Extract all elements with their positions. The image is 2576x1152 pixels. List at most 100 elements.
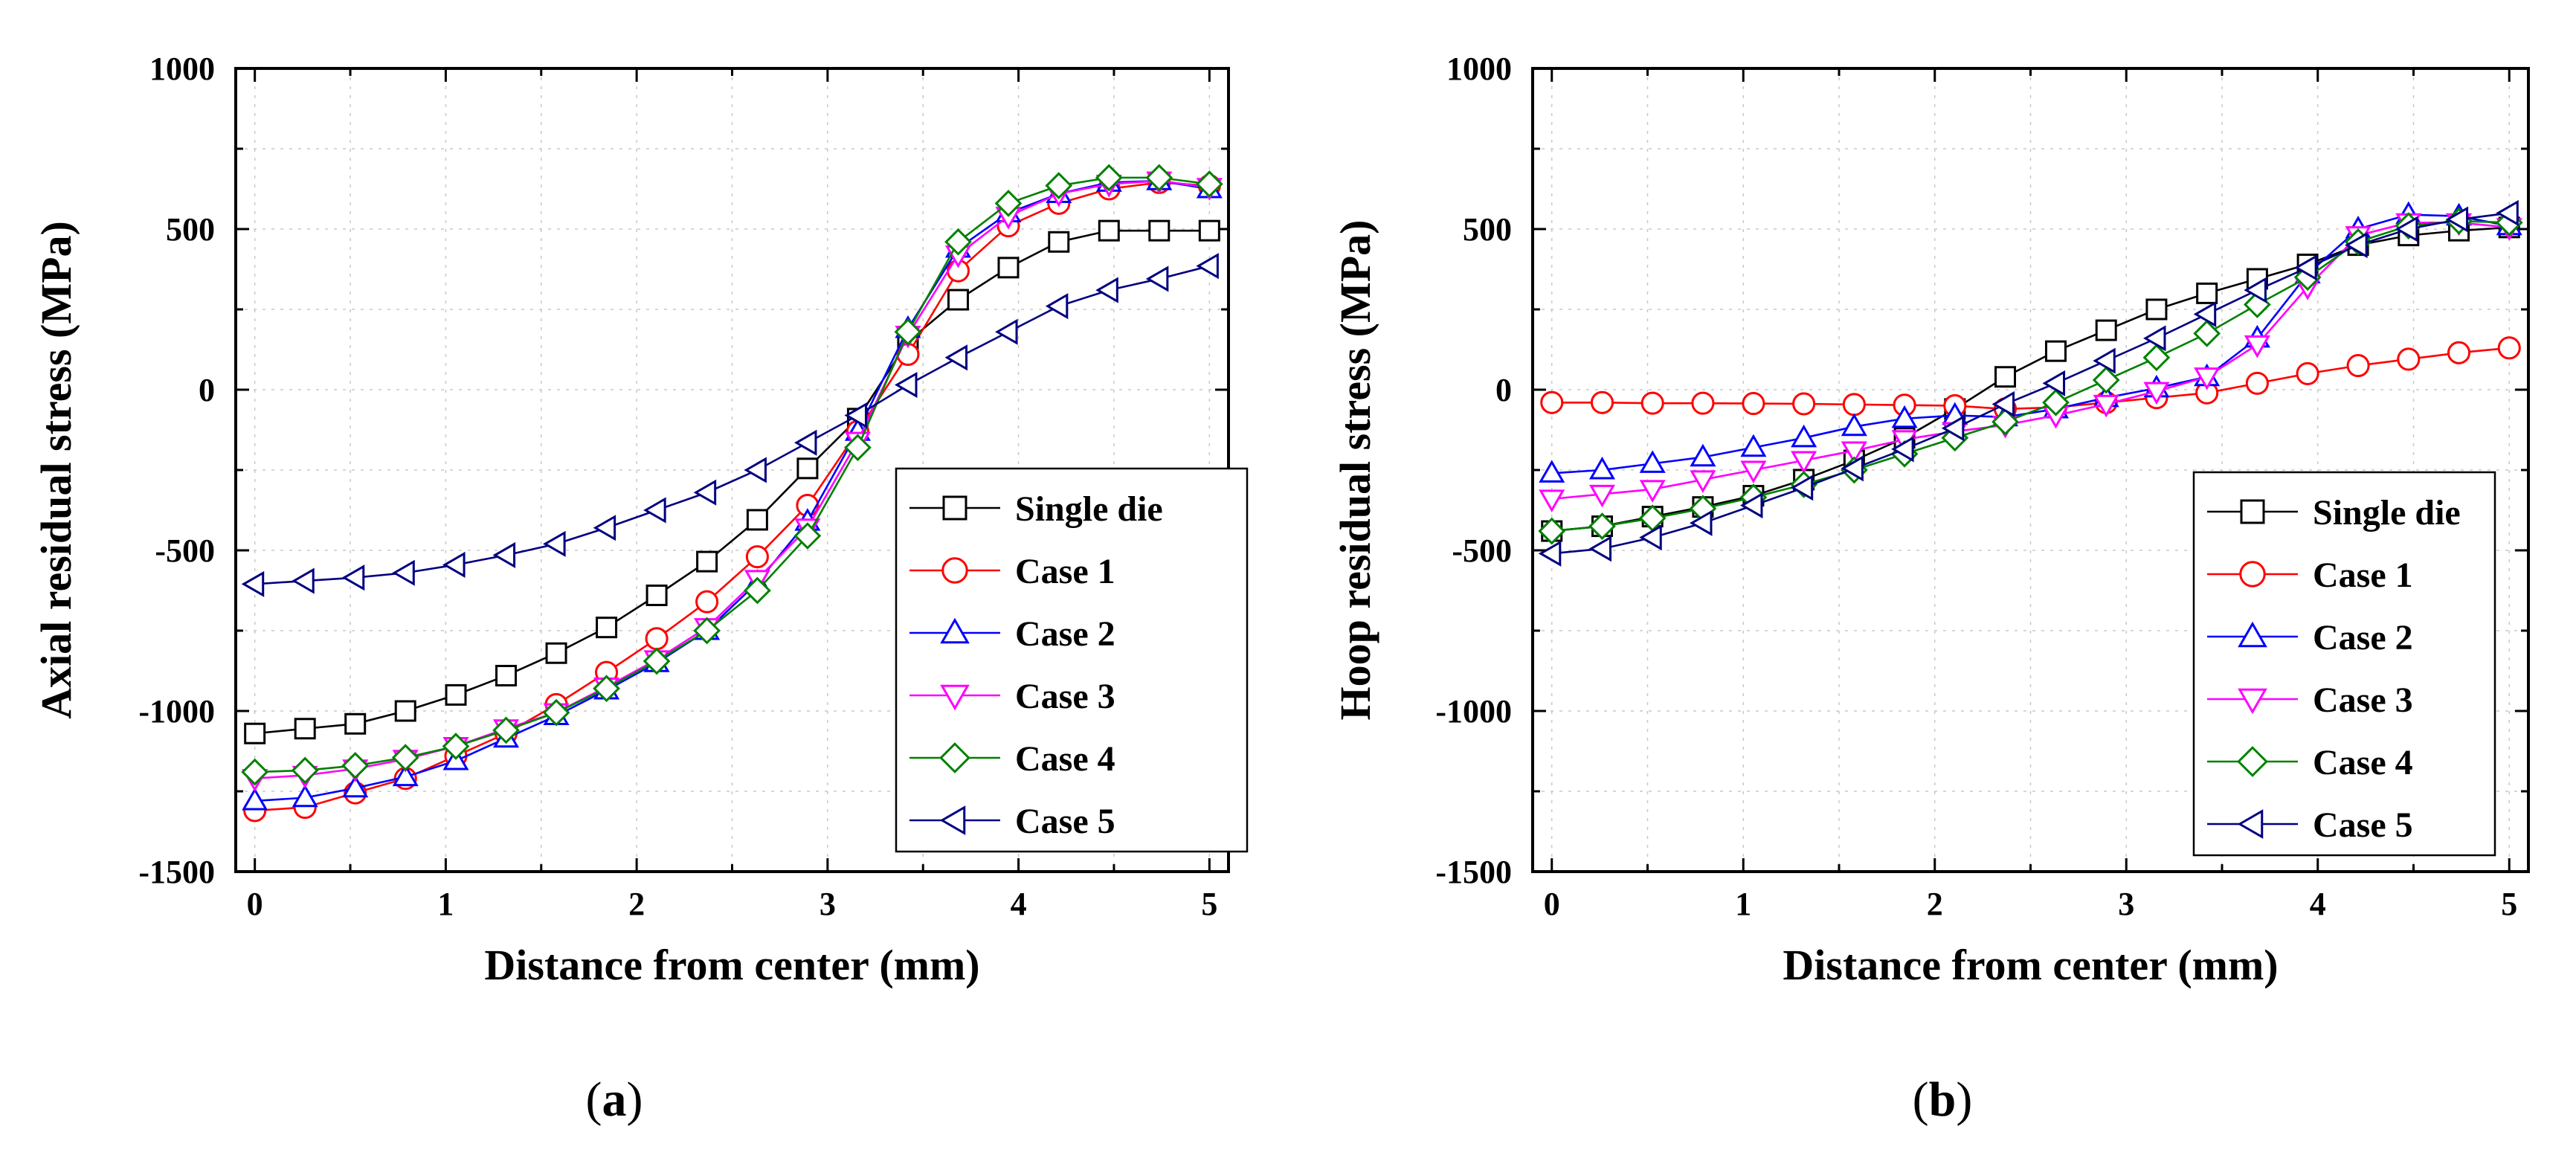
data-point — [2496, 199, 2519, 226]
data-point — [542, 698, 570, 727]
legend-marker — [2237, 746, 2268, 777]
y-axis-title: Hoop residual stress (MPa) — [1331, 220, 1379, 721]
data-point — [844, 434, 872, 462]
data-point — [2092, 366, 2120, 394]
data-point — [894, 318, 922, 346]
legend-label: Single die — [1015, 489, 1163, 529]
data-point — [944, 228, 972, 256]
data-point — [1841, 413, 1867, 437]
data-point — [394, 700, 416, 722]
data-point — [1791, 451, 1817, 474]
legend-label: Case 5 — [2313, 805, 2413, 845]
panel-a: 0 1 2 3 4 5 -1500 -1000 -500 0 500 1000 Distance fro… — [32, 51, 1249, 1127]
data-point — [744, 576, 771, 605]
y-tick-label: -1500 — [1435, 854, 1512, 890]
panel-b: 0 1 2 3 4 5 -1500 -1000 -500 0 500 1000 Distance fro… — [1331, 51, 2530, 1127]
data-point — [2193, 320, 2221, 347]
data-point — [793, 429, 817, 456]
data-point — [1540, 390, 1564, 414]
data-point — [1145, 266, 1169, 292]
data-point — [341, 564, 365, 591]
x-axis-title: Distance from center (mm) — [484, 941, 979, 989]
legend-marker — [941, 557, 968, 584]
data-point — [1891, 405, 1918, 428]
data-point — [1739, 492, 1763, 519]
legend-marker — [939, 805, 966, 835]
y-tick-label: -500 — [1452, 532, 1512, 569]
y-tick-label: 1000 — [149, 51, 215, 87]
series-single-die — [244, 219, 1220, 744]
data-point — [796, 457, 819, 480]
data-point — [695, 590, 719, 614]
data-point — [241, 758, 269, 786]
data-point — [1841, 441, 1867, 465]
data-point — [746, 509, 768, 531]
data-point — [1791, 424, 1817, 448]
series-case-2 — [1539, 201, 2522, 483]
data-point — [1588, 535, 1612, 562]
data-point — [1196, 253, 1219, 280]
data-point — [292, 784, 318, 808]
data-point — [1640, 391, 1664, 415]
data-point — [1991, 390, 2015, 417]
legend-label: Case 2 — [2313, 618, 2413, 657]
x-tick-label: 1 — [1735, 886, 1751, 922]
series-case-5 — [1538, 199, 2519, 567]
legend-label: Case 4 — [1015, 739, 1115, 779]
data-point — [291, 756, 319, 785]
data-point — [1742, 392, 1765, 416]
data-point — [442, 733, 470, 760]
data-point — [242, 788, 268, 811]
legend-label: Case 1 — [1015, 552, 1115, 591]
legend-label: Case 5 — [1015, 802, 1115, 841]
data-point — [1048, 231, 1070, 253]
legend: Single die Case 1 Case 2 Case 3 Case 4 Case 5 — [895, 467, 1249, 853]
data-point — [1538, 540, 1562, 567]
data-point — [2245, 371, 2269, 395]
data-point — [442, 551, 466, 578]
data-point — [1095, 164, 1123, 192]
legend-marker — [940, 617, 970, 644]
y-tick-label: -500 — [155, 532, 215, 569]
data-point — [1740, 434, 1767, 457]
legend-box — [895, 467, 1249, 853]
data-point — [2244, 335, 2270, 358]
data-point — [1145, 164, 1173, 192]
data-point — [1842, 393, 1866, 416]
data-point — [693, 479, 717, 506]
data-point — [1590, 390, 1614, 414]
data-point — [2042, 388, 2070, 416]
data-point — [492, 541, 516, 569]
y-tick-label: 0 — [199, 372, 215, 408]
x-tick-label: 0 — [247, 886, 263, 922]
data-point — [2142, 325, 2166, 352]
data-point — [2244, 277, 2267, 303]
data-point — [1639, 450, 1666, 473]
data-point — [2397, 347, 2421, 371]
legend-marker — [940, 684, 970, 711]
data-point — [344, 712, 367, 735]
data-point — [1095, 277, 1118, 303]
legend-label: Case 3 — [1015, 677, 1115, 716]
data-point — [1639, 524, 1662, 551]
data-point — [1198, 219, 1220, 242]
x-tick-label: 5 — [1201, 886, 1217, 922]
series-case-5 — [241, 253, 1219, 597]
data-point — [241, 570, 265, 597]
data-point — [1991, 408, 2019, 436]
panel-label: (b) — [1913, 1072, 1973, 1127]
x-tick-label: 4 — [1011, 886, 1027, 922]
data-point — [645, 584, 668, 606]
data-point — [2143, 382, 2170, 405]
data-point — [1148, 219, 1171, 242]
x-tick-label: 2 — [628, 886, 645, 922]
data-point — [844, 402, 867, 429]
y-tick-label: 500 — [166, 211, 215, 248]
data-point — [2194, 367, 2221, 390]
data-point — [2445, 206, 2469, 233]
data-point — [391, 744, 419, 772]
data-point — [2294, 254, 2317, 281]
data-point — [2296, 361, 2319, 385]
series-case-4 — [241, 164, 1223, 786]
y-tick-label: -1000 — [1435, 693, 1512, 730]
